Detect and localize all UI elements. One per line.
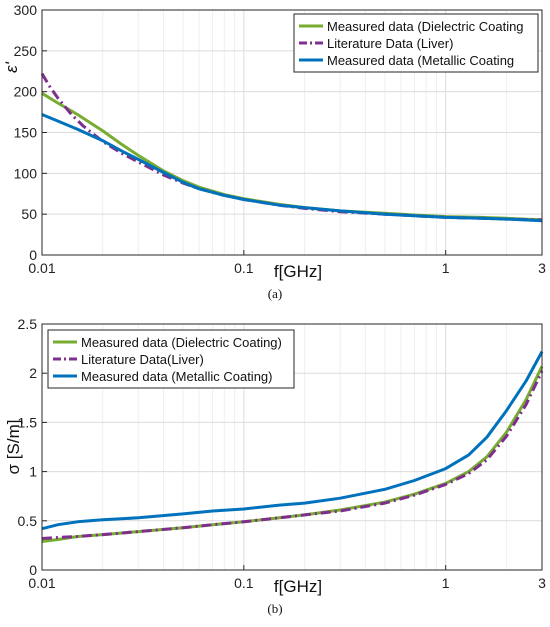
x-tick-label: 3 [538,260,546,276]
chart-b: 0.01 0.1 1 3 0 0.5 1 1.5 2 2.5 f[GHz] σ [S/m] (b) Mea… [4,316,546,616]
y-tick-label: 50 [21,206,37,222]
y-tick-label: 0 [29,247,37,263]
x-tick-label: 1 [442,575,450,591]
y-tick-label: 300 [14,2,38,18]
legend-label-2: Measured data (Metallic Coating) [81,369,272,384]
legend: Measured data (Dielectric Coating Literat… [293,13,539,73]
y-axis-label: ε' [2,61,21,72]
panel-caption: (a) [268,286,282,301]
x-tick-label: 0.1 [234,260,254,276]
panel-caption: (b) [267,601,282,616]
legend-label-0: Measured data (Dielectric Coating [327,19,524,34]
x-tick-label: 0.01 [28,260,55,276]
legend-label-1: Literature Data (Liver) [327,36,453,51]
chart-a: 0.01 0.1 1 3 0 50 100 150 200 250 300 f[GHz] ε' (a) Me… [2,2,546,301]
y-tick-label: 250 [14,43,38,59]
legend-label-1: Literature Data(Liver) [81,352,204,367]
x-axis-label: f[GHz] [274,262,322,281]
legend-label-0: Measured data (Dielectric Coating) [81,335,282,350]
y-tick-label: 150 [14,125,38,141]
legend: Measured data (Dielectric Coating) Litera… [47,329,295,389]
y-tick-label: 0.5 [18,513,38,529]
x-tick-label: 1 [442,260,450,276]
y-tick-label: 1 [29,464,37,480]
y-tick-label: 2 [29,365,37,381]
x-tick-label: 3 [538,575,546,591]
y-tick-label: 1.5 [18,414,38,430]
series-line-2 [41,350,544,531]
legend-box [293,13,539,73]
series-line-1 [41,370,544,540]
legend-box [47,329,295,389]
y-axis-label: σ [S/m] [4,420,23,475]
y-tick-label: 2.5 [18,316,38,332]
legend-label-2: Measured data (Metallic Coating [327,53,514,68]
y-tick-label: 200 [14,84,38,100]
x-tick-label: 0.1 [234,575,254,591]
x-axis-label: f[GHz] [274,577,322,596]
x-tick-label: 0.01 [28,575,55,591]
axes-frame [41,323,543,571]
y-tick-label: 0 [29,562,37,578]
series-line-2 [41,113,543,223]
y-tick-label: 100 [14,165,38,181]
